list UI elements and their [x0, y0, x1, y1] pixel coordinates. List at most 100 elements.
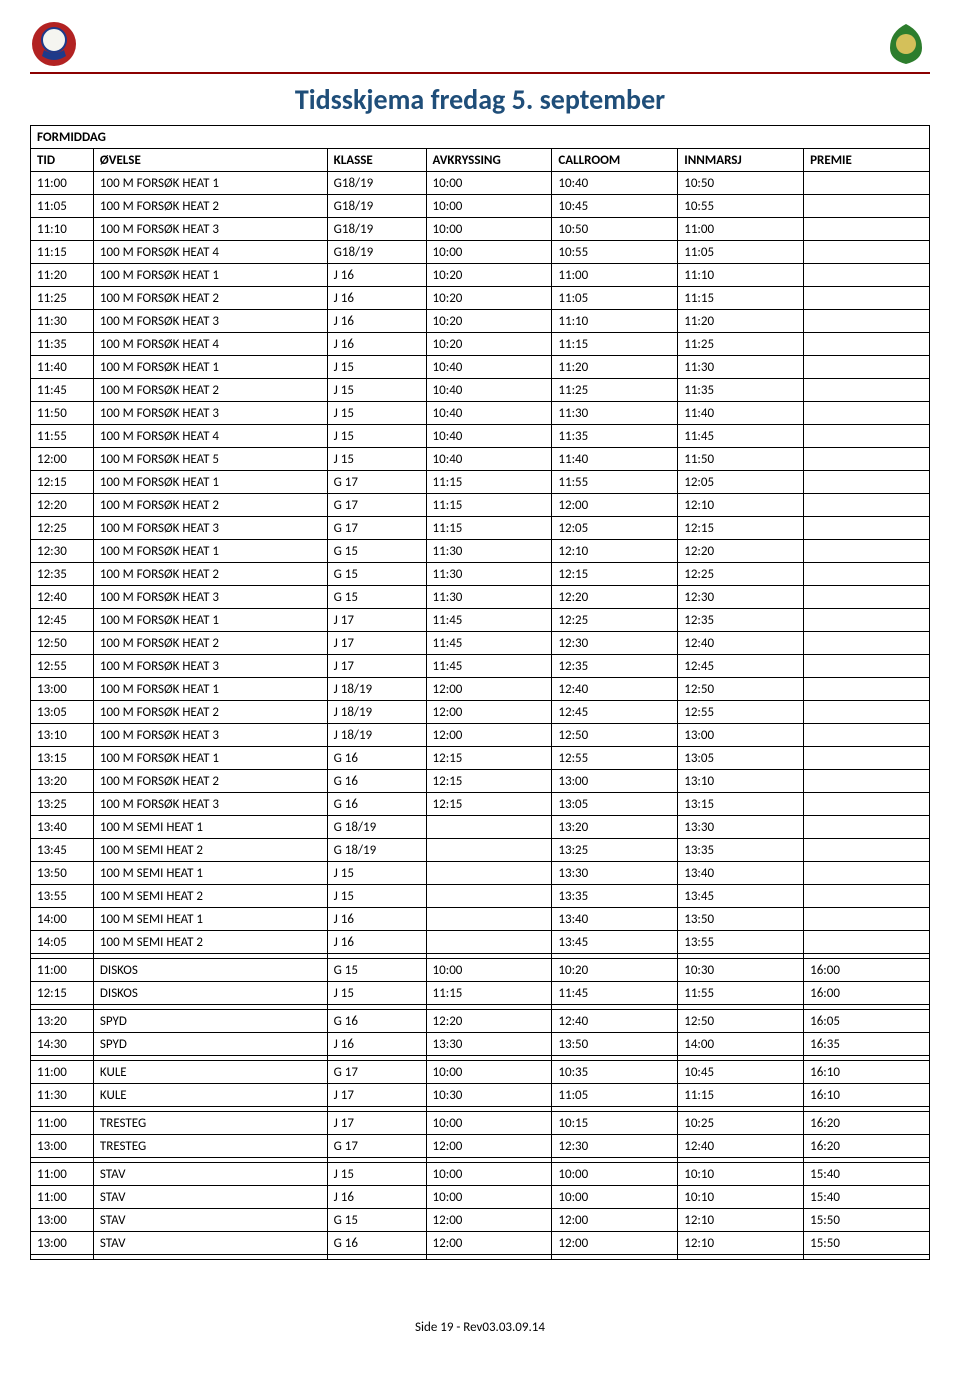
table-cell: 13:55 — [31, 885, 94, 908]
table-row: 12:55100 M FORSØK HEAT 3J 1711:4512:3512… — [31, 655, 930, 678]
table-cell: 12:55 — [678, 701, 804, 724]
table-cell: 10:45 — [552, 195, 678, 218]
table-row: 11:45100 M FORSØK HEAT 2J 1510:4011:2511… — [31, 379, 930, 402]
table-row: 11:55100 M FORSØK HEAT 4J 1510:4011:3511… — [31, 425, 930, 448]
table-cell: G18/19 — [327, 172, 426, 195]
table-cell: 11:05 — [552, 287, 678, 310]
table-cell: INNMARSJ — [678, 149, 804, 172]
table-cell — [804, 172, 930, 195]
table-cell — [804, 287, 930, 310]
table-cell: 13:05 — [678, 747, 804, 770]
table-cell: 12:45 — [31, 609, 94, 632]
table-cell: 100 M FORSØK HEAT 3 — [93, 655, 327, 678]
table-row: 13:20SPYDG 1612:2012:4012:5016:05 — [31, 1010, 930, 1033]
table-cell: TID — [31, 149, 94, 172]
table-cell: 10:40 — [426, 448, 552, 471]
table-cell: 11:00 — [31, 959, 94, 982]
table-cell: 12:15 — [31, 982, 94, 1005]
table-cell: 12:25 — [678, 563, 804, 586]
table-cell — [804, 218, 930, 241]
table-cell: 12:50 — [552, 724, 678, 747]
table-cell: 100 M FORSØK HEAT 1 — [93, 356, 327, 379]
table-cell: 13:20 — [31, 770, 94, 793]
table-cell — [804, 701, 930, 724]
table-cell: 10:00 — [426, 172, 552, 195]
table-cell: 11:15 — [426, 982, 552, 1005]
table-cell: 100 M FORSØK HEAT 2 — [93, 632, 327, 655]
table-cell: 11:20 — [552, 356, 678, 379]
table-cell — [426, 816, 552, 839]
schedule-table: FORMIDDAGTIDØVELSEKLASSEAVKRYSSINGCALLRO… — [30, 125, 930, 1260]
table-cell: 100 M FORSØK HEAT 2 — [93, 701, 327, 724]
table-cell: 11:50 — [678, 448, 804, 471]
table-cell: 12:50 — [678, 678, 804, 701]
table-cell: 12:10 — [678, 494, 804, 517]
table-cell: 11:00 — [552, 264, 678, 287]
table-cell: 10:20 — [426, 287, 552, 310]
table-cell: STAV — [93, 1186, 327, 1209]
table-cell: G18/19 — [327, 195, 426, 218]
table-cell: 12:00 — [426, 678, 552, 701]
table-cell: 13:35 — [678, 839, 804, 862]
table-cell — [678, 1255, 804, 1260]
table-cell: 12:15 — [426, 770, 552, 793]
table-cell: 16:10 — [804, 1084, 930, 1107]
table-cell: 11:15 — [426, 471, 552, 494]
table-cell: 100 M FORSØK HEAT 2 — [93, 379, 327, 402]
table-cell: 100 M FORSØK HEAT 1 — [93, 747, 327, 770]
table-cell: 100 M SEMI HEAT 2 — [93, 839, 327, 862]
table-cell — [426, 931, 552, 954]
table-cell: 10:00 — [426, 1163, 552, 1186]
table-cell: 11:40 — [31, 356, 94, 379]
table-row: 11:00STAVJ 1510:0010:0010:1015:40 — [31, 1163, 930, 1186]
table-cell: 11:30 — [31, 310, 94, 333]
table-cell: 14:00 — [31, 908, 94, 931]
table-cell: 100 M FORSØK HEAT 1 — [93, 678, 327, 701]
table-cell: J 18/19 — [327, 678, 426, 701]
table-cell: 13:50 — [552, 1033, 678, 1056]
table-cell: 11:45 — [426, 655, 552, 678]
table-cell: J 15 — [327, 885, 426, 908]
table-cell: 11:15 — [31, 241, 94, 264]
table-cell: 14:05 — [31, 931, 94, 954]
table-cell: STAV — [93, 1232, 327, 1255]
table-cell — [804, 494, 930, 517]
table-cell: 12:20 — [552, 586, 678, 609]
table-cell: J 18/19 — [327, 724, 426, 747]
table-cell: J 15 — [327, 425, 426, 448]
table-cell — [804, 793, 930, 816]
table-cell: 10:00 — [426, 218, 552, 241]
table-cell: DISKOS — [93, 959, 327, 982]
table-cell: 10:40 — [426, 425, 552, 448]
table-row: 11:00STAVJ 1610:0010:0010:1015:40 — [31, 1186, 930, 1209]
table-cell: 12:20 — [426, 1010, 552, 1033]
page-title: Tidsskjema fredag 5. september — [30, 82, 930, 117]
table-cell: 11:05 — [552, 1084, 678, 1107]
table-cell: 12:40 — [31, 586, 94, 609]
table-cell: 13:35 — [552, 885, 678, 908]
table-cell: 12:40 — [678, 1135, 804, 1158]
table-cell: G 17 — [327, 471, 426, 494]
table-cell: 10:00 — [552, 1163, 678, 1186]
table-cell — [426, 908, 552, 931]
table-cell: 100 M SEMI HEAT 1 — [93, 908, 327, 931]
table-cell: 12:25 — [31, 517, 94, 540]
table-cell: 12:05 — [552, 517, 678, 540]
table-cell: J 16 — [327, 1033, 426, 1056]
table-cell: 10:00 — [426, 241, 552, 264]
table-cell: G 16 — [327, 1010, 426, 1033]
table-cell: G 15 — [327, 563, 426, 586]
table-cell: CALLROOM — [552, 149, 678, 172]
table-cell: 11:55 — [678, 982, 804, 1005]
table-cell: 15:50 — [804, 1209, 930, 1232]
table-cell: 11:00 — [31, 1163, 94, 1186]
table-cell — [804, 195, 930, 218]
footer-text: Side 19 - Rev03.03.09.14 — [30, 1320, 930, 1335]
table-cell: 11:40 — [678, 402, 804, 425]
table-cell: G 16 — [327, 1232, 426, 1255]
table-cell: 10:40 — [426, 379, 552, 402]
table-cell: 13:50 — [31, 862, 94, 885]
table-cell: 13:40 — [31, 816, 94, 839]
table-cell: J 16 — [327, 310, 426, 333]
table-cell: G 16 — [327, 793, 426, 816]
